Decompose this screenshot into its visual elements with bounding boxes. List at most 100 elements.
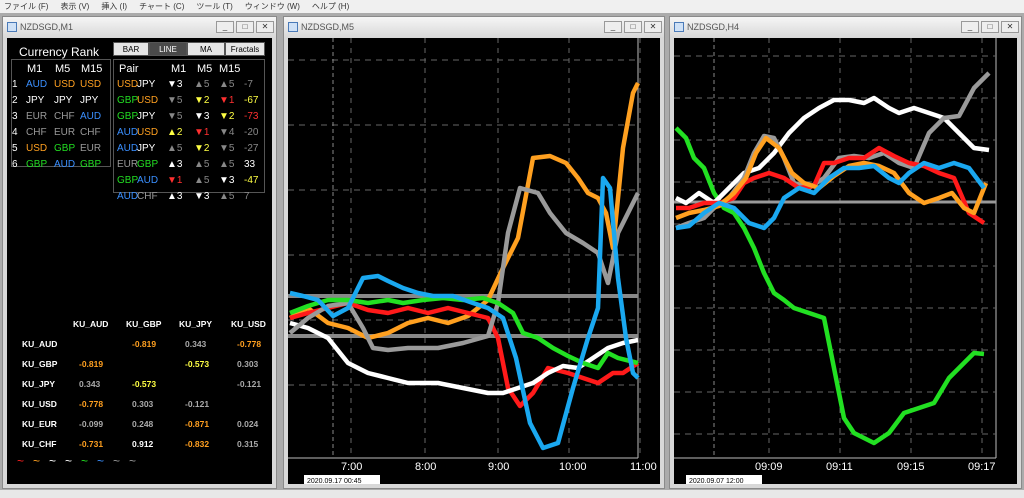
pair-header: M1 (171, 63, 187, 75)
m5-chart-area[interactable]: 7:00 8:00 9:00 10:00 11:00 2020.09.17 00:45 (288, 38, 660, 484)
corr-row-label: KU_JPY (22, 379, 56, 389)
corr-value: 0.024 (237, 419, 259, 429)
maximize-icon[interactable]: □ (236, 21, 254, 33)
date-label: 2020.09.07 12:00 (689, 478, 744, 484)
rank-currency: AUD (26, 79, 48, 90)
close-icon[interactable]: ✕ (1001, 21, 1019, 33)
pair-m1-rank: ▼3 (167, 79, 183, 90)
time-tick-label: 8:00 (415, 461, 436, 473)
corr-header: KU_USD (231, 319, 266, 329)
pair-m1-rank: ▲5 (167, 143, 183, 154)
corr-value: 0.343 (185, 339, 207, 349)
bar-button[interactable]: BAR (113, 42, 149, 56)
pair-quote: JPY (137, 79, 156, 90)
corr-value: 0.315 (237, 439, 259, 449)
chart-window-h4: NZDSGD,H4 _ □ ✕ 09:09 09:11 09:15 09:17 2020… (669, 16, 1022, 489)
close-icon[interactable]: ✕ (256, 21, 274, 33)
pair-value: 33 (244, 159, 256, 170)
rank-currency: AUD (54, 159, 76, 170)
rank-currency: GBP (80, 159, 102, 170)
window-titlebar[interactable]: NZDSGD,H4 _ □ ✕ (670, 17, 1021, 37)
legend-swatch: ~ (113, 454, 121, 468)
pair-quote: CHF (137, 191, 158, 202)
corr-value: 0.303 (132, 399, 154, 409)
currency-rank-panel: Currency Rank BAR LINE MA Fractals M1 M5 M… (7, 38, 272, 484)
pair-m15-rank: ▼4 (219, 127, 235, 138)
rank-currency: CHF (26, 127, 47, 138)
corr-row-label: KU_USD (22, 399, 57, 409)
pair-m1-rank: ▲3 (167, 191, 183, 202)
rank-currency: GBP (26, 159, 48, 170)
menu-item[interactable]: ウィンドウ (W) (244, 2, 300, 11)
pair-m5-rank: ▲5 (194, 159, 210, 170)
rank-header: M15 (81, 63, 103, 75)
rank-currency: USD (26, 143, 48, 154)
pair-value: -67 (244, 95, 259, 106)
pair-m15-rank: ▼5 (219, 143, 235, 154)
pair-m15-rank: ▼2 (219, 111, 235, 122)
menu-item[interactable]: チャート (C) (139, 2, 185, 11)
legend-swatch: ~ (65, 454, 73, 468)
menu-item[interactable]: 表示 (V) (60, 2, 90, 11)
pair-base: GBP (117, 175, 139, 186)
pair-base: AUD (117, 191, 139, 202)
series-line-white (674, 95, 990, 206)
h4-chart-area[interactable]: 09:09 09:11 09:15 09:17 2020.09.07 12:00 (674, 38, 1017, 484)
corr-value: 0.912 (132, 439, 154, 449)
chart-window-m1: NZDSGD,M1 _ □ ✕ Currency Rank BAR LINE M… (2, 16, 277, 489)
close-icon[interactable]: ✕ (644, 21, 662, 33)
pair-quote: USD (137, 127, 159, 138)
window-titlebar[interactable]: NZDSGD,M5 _ □ ✕ (284, 17, 664, 37)
maximize-icon[interactable]: □ (624, 21, 642, 33)
pair-base: GBP (117, 111, 139, 122)
chart-window-m5: NZDSGD,M5 _ □ ✕ 7:00 8:00 9:00 10:00 11:00 20… (283, 16, 665, 489)
minimize-icon[interactable]: _ (216, 21, 234, 33)
panel-title: Currency Rank (19, 45, 100, 59)
pair-base: GBP (117, 95, 139, 106)
series-line-blue (675, 160, 986, 231)
series-line-blue (289, 175, 640, 451)
pair-value: -47 (244, 175, 259, 186)
rank-number: 6 (12, 159, 18, 170)
rank-currency: AUD (80, 111, 102, 122)
minimize-icon[interactable]: _ (604, 21, 622, 33)
menu-item[interactable]: ヘルプ (H) (311, 2, 350, 11)
time-tick-label: 09:11 (826, 461, 853, 473)
pair-quote: JPY (137, 111, 156, 122)
minimize-icon[interactable]: _ (961, 21, 979, 33)
window-titlebar[interactable]: NZDSGD,M1 _ □ ✕ (3, 17, 276, 37)
corr-row-label: KU_CHF (22, 439, 57, 449)
corr-value: -0.871 (185, 419, 210, 429)
time-tick-label: 7:00 (341, 461, 362, 473)
date-label-box (686, 475, 762, 484)
fractals-button[interactable]: Fractals (225, 42, 265, 56)
line-button[interactable]: LINE (149, 42, 187, 56)
date-label: 2020.09.17 00:45 (307, 478, 362, 484)
time-tick-label: 09:15 (897, 461, 925, 473)
pair-m1-rank: ▲2 (167, 127, 183, 138)
time-tick-label: 09:17 (968, 461, 996, 473)
corr-value: 0.343 (79, 379, 101, 389)
pair-base: EUR (117, 159, 139, 170)
menu-item[interactable]: ツール (T) (196, 2, 233, 11)
menu-item[interactable]: ファイル (F) (4, 2, 49, 11)
ma-button[interactable]: MA (187, 42, 225, 56)
legend-swatch: ~ (129, 454, 137, 468)
maximize-icon[interactable]: □ (981, 21, 999, 33)
corr-value: -0.778 (237, 339, 262, 349)
h4-chart[interactable]: 09:09 09:11 09:15 09:17 2020.09.07 12:00 (674, 38, 1017, 484)
rank-number: 3 (12, 111, 18, 122)
pair-value: -7 (244, 79, 253, 90)
m5-chart[interactable]: 7:00 8:00 9:00 10:00 11:00 2020.09.17 00:45 (288, 38, 660, 484)
rank-currency: USD (80, 79, 102, 90)
rank-header: M1 (27, 63, 43, 75)
rank-table (11, 59, 111, 167)
pair-m1-rank: ▼5 (167, 111, 183, 122)
pair-m5-rank: ▼1 (194, 127, 210, 138)
rank-currency: JPY (54, 95, 73, 106)
pair-m15-rank: ▼1 (219, 95, 235, 106)
series-line-red (676, 145, 986, 225)
menu-item[interactable]: 挿入 (I) (101, 2, 128, 11)
time-tick-label: 09:09 (755, 461, 783, 473)
corr-value: -0.819 (79, 359, 104, 369)
